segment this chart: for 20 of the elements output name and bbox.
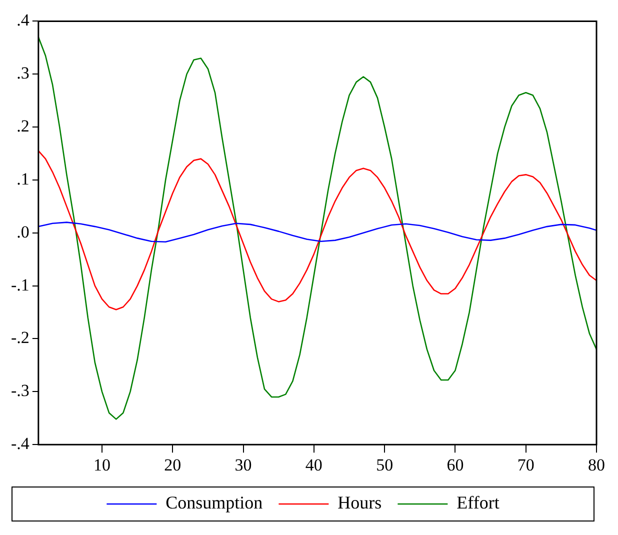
x-tick-label: 70 [517,455,534,474]
y-tick-label: .2 [16,116,30,136]
legend-label: Hours [338,492,382,513]
x-tick-label: 40 [305,455,322,474]
y-tick-label: -.3 [10,381,30,400]
y-tick-label: -.4 [10,434,30,454]
y-tick-label: .3 [16,64,30,83]
x-tick-label: 50 [376,455,394,474]
y-tick-label: -.1 [10,275,30,294]
x-tick-label: 30 [234,455,252,474]
x-tick-label: 60 [446,455,464,474]
legend-label: Effort [456,492,500,513]
y-tick-label: .4 [16,10,30,30]
x-tick-label: 20 [164,455,182,474]
y-tick-label: .0 [16,222,30,242]
y-tick-label: .1 [16,169,30,188]
x-tick-label: 10 [93,455,110,474]
legend-label: Consumption [166,492,263,513]
y-tick-label: -.2 [10,328,30,348]
x-tick-label: 80 [588,455,605,474]
